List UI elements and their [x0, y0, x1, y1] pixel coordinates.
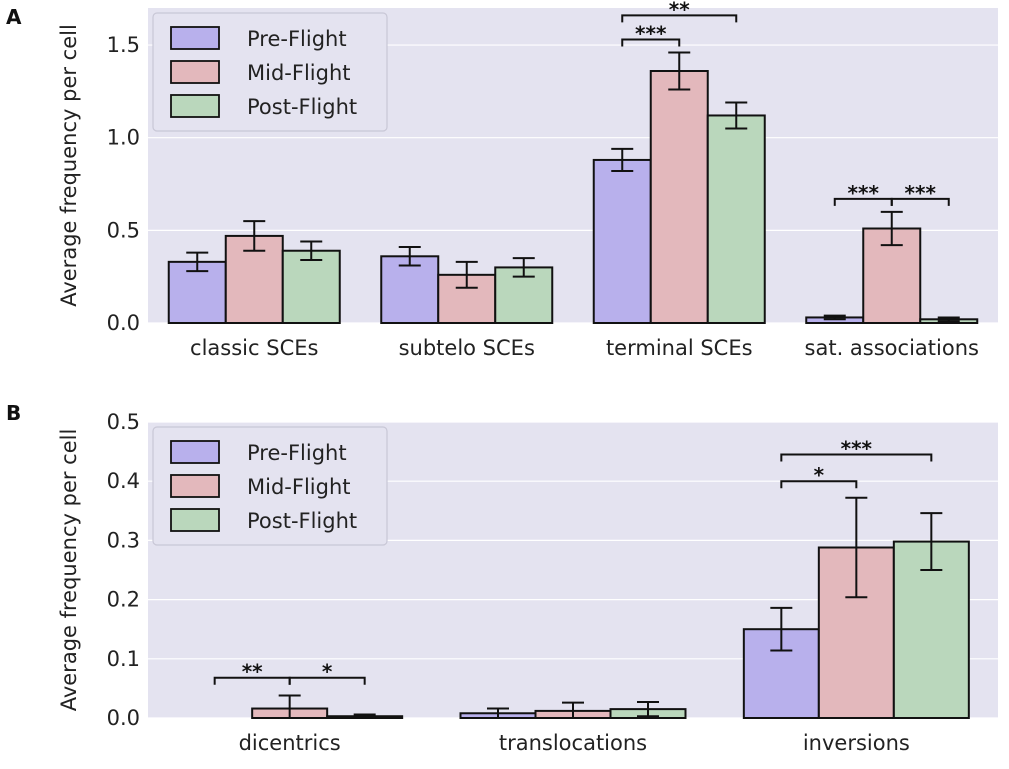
- pb-legend-label: Post-Flight: [247, 509, 357, 533]
- pa-legend-label: Pre-Flight: [247, 27, 347, 51]
- pa-significance-bracket: [890, 197, 950, 206]
- pb-legend-swatch: [170, 474, 220, 498]
- pb-y-tick-label: 0.1: [107, 647, 140, 671]
- pa-bar-post-flight: [281, 249, 341, 324]
- pa-significance-bracket: [621, 14, 738, 23]
- pa-y-tick-label: 0.5: [107, 218, 140, 242]
- pa-significance-label: ***: [635, 22, 667, 46]
- pb-y-axis-label: Average frequency per cell: [57, 429, 81, 712]
- pb-legend-swatch: [170, 440, 220, 464]
- pa-bar-post-flight: [706, 114, 766, 325]
- pa-legend-label: Mid-Flight: [247, 61, 350, 85]
- pa-y-tick-label: 0.0: [107, 311, 140, 335]
- pa-bar-mid-flight: [649, 70, 709, 324]
- pa-legend-swatch: [170, 26, 220, 50]
- pa-category-label: classic SCEs: [190, 336, 318, 360]
- pa-significance-label: ***: [848, 181, 880, 205]
- pa-legend-label: Post-Flight: [247, 95, 357, 119]
- panel-label-a: A: [6, 5, 22, 29]
- pa-y-tick-label: 1.5: [107, 33, 140, 57]
- pa-y-axis-label: Average frequency per cell: [57, 24, 81, 307]
- pa-significance-label: ***: [905, 181, 937, 205]
- pb-y-tick-label: 0.5: [107, 410, 140, 434]
- pb-y-tick-label: 0.3: [107, 528, 140, 552]
- pb-legend-label: Pre-Flight: [247, 441, 347, 465]
- pa-significance-bracket: [621, 38, 681, 47]
- pa-y-tick-label: 1.0: [107, 126, 140, 150]
- pb-significance-label: **: [242, 660, 263, 684]
- pb-significance-bracket: [780, 480, 858, 489]
- pa-legend-swatch: [170, 94, 220, 118]
- pa-plot: 0.0 0.5 1.0 1.5 Average frequency per cell cl…: [57, 0, 998, 360]
- pb-y-tick-label: 0.2: [107, 588, 140, 612]
- pb-category-label: translocations: [499, 731, 647, 755]
- pb-significance-bracket: [288, 676, 366, 685]
- pa-legend-swatch: [170, 60, 220, 84]
- pb-significance-label: *: [322, 660, 333, 684]
- pb-significance-label: *: [814, 463, 825, 487]
- pa-bar-pre-flight: [592, 158, 652, 324]
- panel-label-b: B: [6, 401, 21, 425]
- pb-category-label: inversions: [803, 731, 910, 755]
- pb-y-tick-label: 0.4: [107, 469, 140, 493]
- pb-category-label: dicentrics: [239, 731, 341, 755]
- pa-category-label: sat. associations: [805, 336, 979, 360]
- pb-legend-label: Mid-Flight: [247, 475, 350, 499]
- pb-y-tick-label: 0.0: [107, 706, 140, 730]
- pa-category-label: terminal SCEs: [606, 336, 753, 360]
- pb-legend-swatch: [170, 508, 220, 532]
- pb-significance-label: ***: [841, 437, 873, 461]
- pb-significance-bracket: [780, 453, 933, 462]
- pb-plot: 0.0 0.1 0.2 0.3 0.4 0.5 Average frequency per …: [57, 410, 998, 755]
- pa-significance-label: **: [669, 0, 690, 21]
- pa-category-label: subtelo SCEs: [399, 336, 535, 360]
